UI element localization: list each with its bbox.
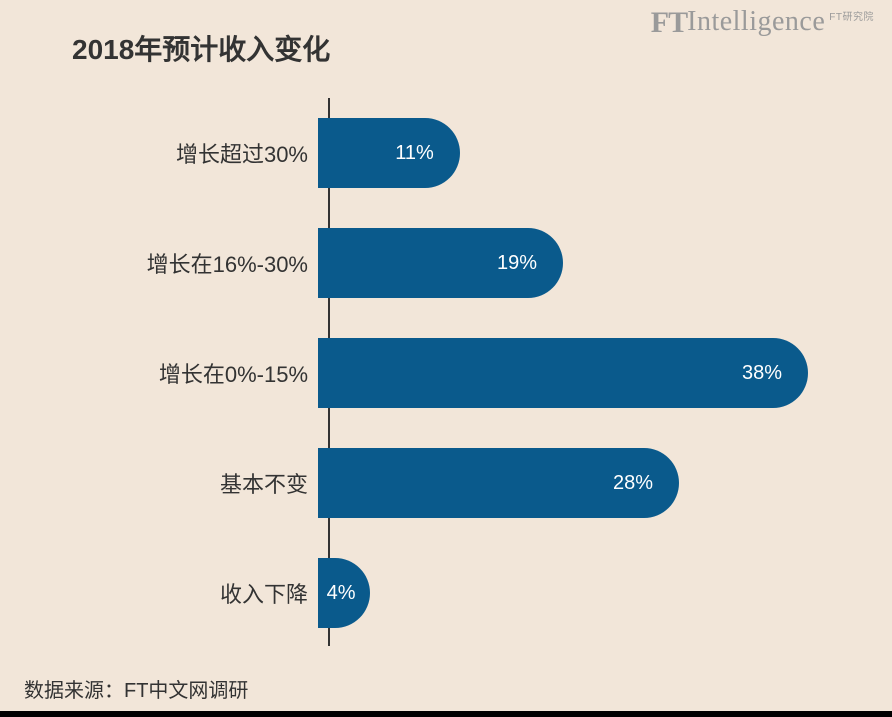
bar-value: 28% <box>613 472 653 495</box>
bar-value: 4% <box>327 582 356 605</box>
bar-track: 11% <box>318 118 836 188</box>
chart-area: 增长超过30% 11% 增长在16%-30% 19% 增长在0%-15% 38% 基本不变 2… <box>70 98 836 646</box>
bar-label: 基本不变 <box>70 467 318 499</box>
bar: 28% <box>318 448 679 518</box>
brand-ft: FT <box>651 6 687 40</box>
bar-row: 增长在16%-30% 19% <box>70 228 836 298</box>
bar-value: 19% <box>497 252 537 275</box>
bar: 38% <box>318 338 808 408</box>
bar: 11% <box>318 118 460 188</box>
bar-label: 增长超过30% <box>70 137 318 169</box>
chart-title: 2018年预计收入变化 <box>72 28 330 68</box>
bar-label: 增长在0%-15% <box>70 357 318 389</box>
bar: 4% <box>318 558 370 628</box>
bar: 19% <box>318 228 563 298</box>
footer-line <box>0 711 892 717</box>
bar-value: 38% <box>742 362 782 385</box>
data-source: 数据来源：FT中文网调研 <box>24 674 248 703</box>
bar-row: 增长超过30% 11% <box>70 118 836 188</box>
bar-track: 38% <box>318 338 836 408</box>
brand-intelligence: Intelligence <box>687 6 825 38</box>
bar-label: 收入下降 <box>70 577 318 609</box>
bar-track: 28% <box>318 448 836 518</box>
bar-value: 11% <box>395 142 434 165</box>
bar-row: 收入下降 4% <box>70 558 836 628</box>
brand-logo: FTIntelligence FT研究院 <box>651 6 874 40</box>
bar-track: 19% <box>318 228 836 298</box>
bar-track: 4% <box>318 558 836 628</box>
brand-subtitle: FT研究院 <box>829 8 874 23</box>
bar-row: 增长在0%-15% 38% <box>70 338 836 408</box>
bar-row: 基本不变 28% <box>70 448 836 518</box>
bar-label: 增长在16%-30% <box>70 247 318 279</box>
